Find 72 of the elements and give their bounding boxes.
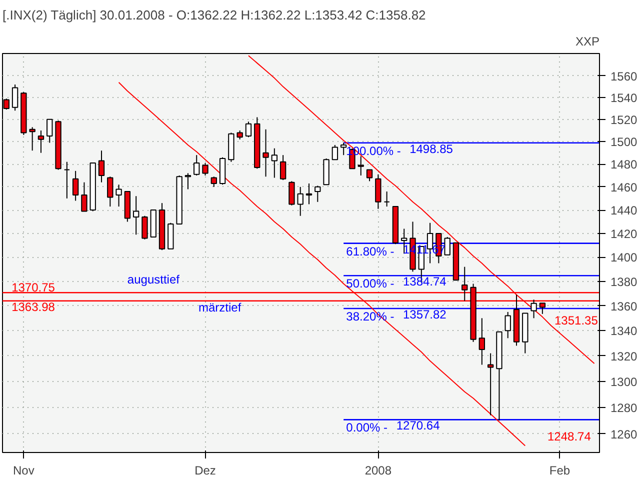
text: XXP — [575, 34, 600, 48]
ref-line-label: 1357.82 — [402, 307, 447, 322]
ref-line-label: 1363.98 — [12, 300, 56, 314]
y-tick-label: 1480 — [610, 158, 638, 172]
ref-line-label: 1270.64 — [396, 418, 440, 433]
y-tick-label: 1340 — [610, 324, 638, 338]
chart-title: [.INX(2) Täglich] 30.01.2008 - O:1362.22 H:1362.22 L:1353.42 C:1358.82 — [2, 8, 426, 22]
candlestick — [539, 302, 546, 314]
x-tick-label: Nov — [13, 464, 34, 478]
candlestick — [184, 172, 192, 190]
candlestick — [116, 184, 122, 208]
y-tick-label: 1440 — [610, 204, 638, 218]
candlestick — [358, 156, 364, 176]
candlestick — [262, 128, 269, 178]
y-tick-label: 1560 — [610, 69, 638, 84]
ref-line-label: 1498.85 — [410, 142, 454, 156]
annotation: 61.80% - — [346, 244, 394, 258]
annotation: 1351.35 — [554, 314, 598, 328]
candlestick — [288, 180, 295, 206]
y-tick-label: 1300 — [610, 374, 638, 389]
candlestick — [297, 186, 304, 216]
annotation: 1248.74 — [548, 430, 592, 444]
candlestick — [375, 174, 382, 210]
annotation: märztief — [198, 300, 242, 314]
candlestick — [245, 121, 252, 138]
candlestick — [384, 191, 390, 208]
candlestick — [504, 311, 511, 339]
candlestick — [340, 142, 347, 156]
candlestick — [64, 161, 70, 199]
candlestick — [478, 318, 486, 366]
ref-line-label: 1384.74 — [402, 274, 447, 289]
candlestick — [530, 299, 537, 319]
candlestick — [462, 266, 468, 302]
candlestick — [366, 169, 373, 182]
candlestick — [306, 182, 312, 205]
candlestick — [72, 170, 79, 202]
candlestick — [280, 154, 286, 181]
y-tick-label: 1460 — [610, 180, 638, 194]
candlestick — [271, 148, 278, 178]
y-tick-label: 1280 — [610, 400, 638, 415]
candlestick — [210, 176, 217, 188]
x-tick-label: Dez — [194, 464, 216, 478]
candlestick — [444, 236, 450, 256]
candlestick — [46, 118, 53, 144]
y-tick-label: 1360 — [610, 299, 638, 314]
candlestick — [29, 126, 36, 152]
candlestick — [194, 154, 200, 176]
y-tick-label: 1520 — [610, 112, 638, 127]
y-tick-label: 1260 — [610, 427, 638, 442]
y-tick-label: 1540 — [610, 91, 638, 106]
candlestick — [107, 176, 114, 208]
candlestick — [487, 352, 494, 416]
candlestick — [81, 182, 88, 212]
candlestick — [12, 84, 18, 112]
annotation: 0.00% - — [346, 420, 388, 435]
ref-line-label: 1370.75 — [12, 280, 56, 295]
candlestick — [314, 185, 321, 202]
candlestick — [202, 162, 208, 176]
y-tick-label: 1500 — [610, 135, 638, 150]
annotation: 50.00% - — [346, 276, 394, 291]
candlestick — [332, 144, 338, 160]
y-tick-label: 1420 — [610, 226, 638, 241]
annotation: augusttief — [127, 272, 180, 287]
candlestick — [38, 130, 44, 154]
candlestick — [132, 196, 140, 236]
y-tick-label: 1320 — [610, 349, 638, 364]
y-tick-label: 1380 — [610, 274, 638, 289]
candlestick — [142, 215, 148, 240]
x-tick-label: Feb — [549, 464, 570, 478]
y-tick-label: 1400 — [610, 250, 638, 265]
candlestick — [98, 150, 105, 183]
x-tick-label: 2008 — [364, 464, 392, 478]
